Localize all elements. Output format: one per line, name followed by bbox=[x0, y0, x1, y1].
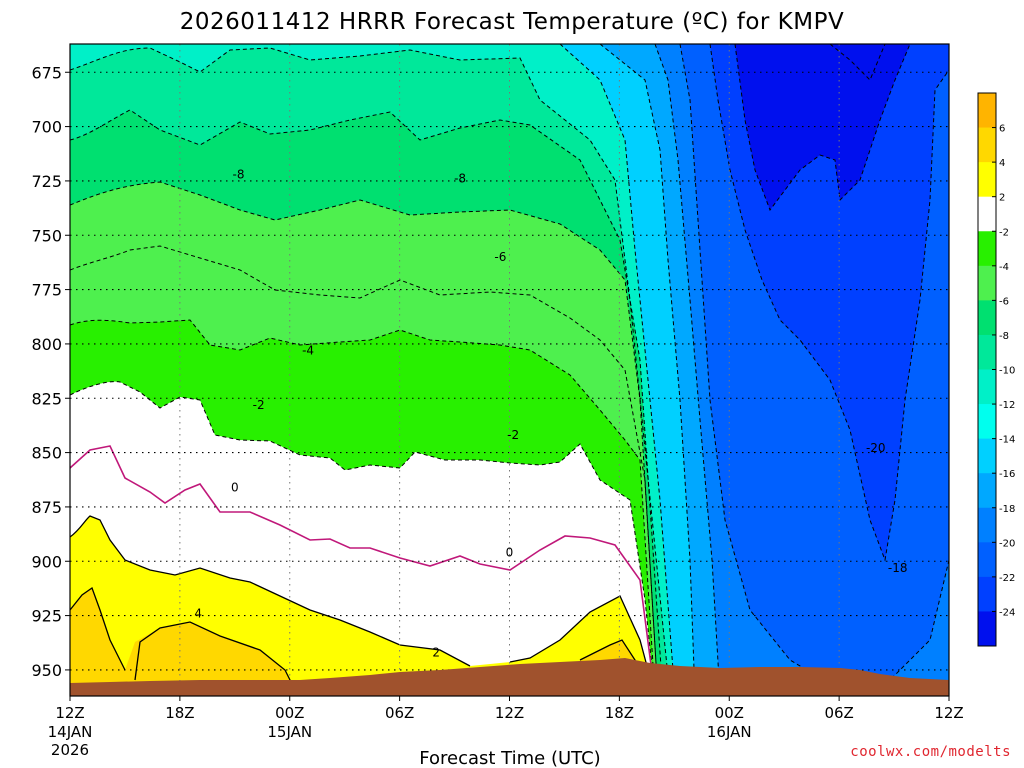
chart-title: 2026011412 HRRR Forecast Temperature (ºC… bbox=[180, 9, 844, 35]
y-tick-label-5: 800 bbox=[31, 335, 62, 354]
contour-line-minus-12 bbox=[70, 47, 671, 696]
x-tick-label-2: 00Z bbox=[275, 704, 304, 722]
x-tick-label-8: 12Z bbox=[934, 704, 963, 722]
contour-line-0 bbox=[70, 445, 656, 696]
contour-line-minus-24 bbox=[734, 44, 911, 212]
colorbar-swatch-3 bbox=[978, 196, 996, 232]
y-axis: 675 700 725 750 775 800 825 850 875 900 925 950 bbox=[31, 63, 70, 680]
colorbar-label-6: -8 bbox=[999, 331, 1009, 342]
contour-fill-layer bbox=[70, 44, 949, 696]
colorbar-swatch-7 bbox=[978, 334, 996, 370]
source-credit: coolwx.com/modelts bbox=[850, 744, 1011, 760]
colorbar-swatch-8 bbox=[978, 369, 996, 405]
contour-label-5: -2 bbox=[507, 428, 519, 442]
x-tick-label-1: 18Z bbox=[165, 704, 194, 722]
contour-line-minus-4 bbox=[70, 319, 656, 696]
y-tick-label-11: 950 bbox=[31, 661, 62, 680]
colorbar-swatch-1 bbox=[978, 127, 996, 163]
x-tick-label-0: 12Z bbox=[55, 704, 84, 722]
y-tick-label-2: 725 bbox=[31, 172, 62, 191]
y-tick-label-4: 775 bbox=[31, 281, 62, 300]
x-axis-label: Forecast Time (UTC) bbox=[419, 748, 600, 768]
contour-label-1: -8 bbox=[454, 172, 466, 186]
contour-label-3: -4 bbox=[302, 343, 314, 357]
x-tick-label-7: 06Z bbox=[824, 704, 853, 722]
contour-line-minus-2 bbox=[70, 381, 656, 696]
y-tick-label-1: 700 bbox=[31, 118, 62, 137]
contour-line-minus-20 bbox=[679, 44, 949, 691]
y-tick-label-6: 825 bbox=[31, 389, 62, 408]
y-tick-label-8: 875 bbox=[31, 498, 62, 517]
contour-line-4 bbox=[70, 586, 126, 671]
colorbar-label-13: -22 bbox=[999, 573, 1015, 584]
contour-label-11: -18 bbox=[888, 561, 908, 575]
x-tick-label-3: 06Z bbox=[385, 704, 414, 722]
contour-label-10: -20 bbox=[866, 441, 886, 455]
fill-band-4 bbox=[70, 588, 298, 696]
x-tick-label-5: 18Z bbox=[605, 704, 634, 722]
contour-label-9: 4 bbox=[194, 606, 202, 620]
colorbar-swatch-10 bbox=[978, 438, 996, 474]
colorbar-label-8: -12 bbox=[999, 400, 1015, 411]
colorbar-label-11: -18 bbox=[999, 504, 1015, 515]
contour-label-7: 0 bbox=[506, 546, 514, 560]
colorbar-label-3: -2 bbox=[999, 227, 1009, 238]
y-tick-label-10: 925 bbox=[31, 607, 62, 626]
colorbar-label-14: -24 bbox=[999, 607, 1015, 618]
contour-line-4-b bbox=[134, 621, 299, 696]
x-tick-label-4: 12Z bbox=[495, 704, 524, 722]
colorbar-swatch-13 bbox=[978, 542, 996, 578]
colorbar-swatch-9 bbox=[978, 404, 996, 440]
terrain bbox=[70, 658, 949, 696]
y-tick-label-7: 850 bbox=[31, 444, 62, 463]
colorbar-label-1: 4 bbox=[999, 158, 1005, 169]
colorbar-swatch-11 bbox=[978, 473, 996, 509]
colorbar-label-9: -14 bbox=[999, 435, 1015, 446]
contour-line-minus-18 bbox=[654, 44, 721, 696]
colorbar-swatch-6 bbox=[978, 300, 996, 336]
contour-line-layer bbox=[70, 44, 949, 696]
colorbar-label-10: -16 bbox=[999, 469, 1015, 480]
colorbar-label-12: -20 bbox=[999, 538, 1015, 549]
colorbar-swatch-14 bbox=[978, 576, 996, 612]
colorbar-label-4: -4 bbox=[999, 262, 1009, 273]
colorbar: 6 4 2 -2 -4 -6 -8 -10 -12 -14 -16 -18 -20 -22 -24 bbox=[977, 92, 1015, 647]
y-tick-label-3: 750 bbox=[31, 226, 62, 245]
contour-line-minus-10 bbox=[70, 109, 664, 696]
colorbar-swatch-2 bbox=[978, 162, 996, 198]
colorbar-swatch-0 bbox=[978, 93, 996, 128]
colorbar-swatch-5 bbox=[978, 265, 996, 301]
x-tick-label-6: 00Z bbox=[715, 704, 744, 722]
fill-band-minus-26 bbox=[735, 44, 910, 210]
contour-line-minus-16 bbox=[599, 44, 696, 696]
y-tick-label-0: 675 bbox=[31, 63, 62, 82]
contour-label-4: -2 bbox=[253, 398, 265, 412]
colorbar-label-7: -10 bbox=[999, 366, 1015, 377]
x-tick-year-0: 2026 bbox=[51, 741, 89, 759]
x-tick-date-2: 15JAN bbox=[267, 723, 312, 741]
contour-label-6: 0 bbox=[231, 480, 239, 494]
x-tick-date-6: 16JAN bbox=[707, 723, 752, 741]
colorbar-label-0: 6 bbox=[999, 124, 1005, 135]
contour-label-0: -8 bbox=[232, 167, 244, 181]
contour-line-minus-6 bbox=[70, 245, 659, 696]
x-tick-date-0: 14JAN bbox=[48, 723, 93, 741]
colorbar-label-5: -6 bbox=[999, 296, 1009, 307]
contour-label-2: -6 bbox=[494, 250, 506, 264]
contour-line-minus-26 bbox=[829, 44, 886, 81]
colorbar-swatch-4 bbox=[978, 231, 996, 267]
contour-line-2-east bbox=[509, 595, 656, 696]
contour-line-2 bbox=[70, 515, 471, 667]
y-tick-label-9: 900 bbox=[31, 552, 62, 571]
colorbar-swatch-12 bbox=[978, 507, 996, 543]
colorbar-label-2: 2 bbox=[999, 193, 1005, 204]
contour-label-8: 2 bbox=[432, 646, 440, 660]
colorbar-swatch-15 bbox=[978, 611, 996, 647]
